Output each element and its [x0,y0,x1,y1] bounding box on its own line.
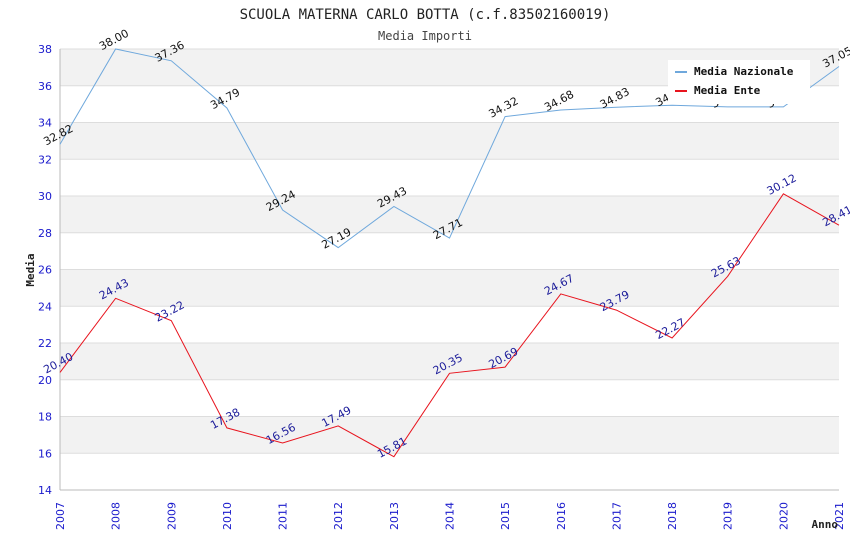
x-tick-label: 2007 [54,502,67,530]
y-axis-label: Media [24,253,37,286]
x-tick-label: 2009 [165,502,178,530]
y-tick-label: 28 [38,227,52,240]
data-label: 34.32 [487,94,521,120]
legend: Media Nazionale Media Ente [668,60,810,104]
x-tick-label: 2017 [610,502,623,530]
x-tick-labels: 2007 2008 2009 2010 2011 2012 2013 2014 2015 2016… [54,502,846,530]
x-tick-label: 2010 [221,502,234,530]
y-tick-label: 14 [38,484,52,497]
x-tick-label: 2016 [555,502,568,530]
y-tick-label: 18 [38,411,52,424]
x-tick-label: 2012 [332,502,345,530]
plot-band [60,416,839,454]
y-tick-label: 22 [38,337,52,350]
x-tick-label: 2013 [388,502,401,530]
x-tick-label: 2015 [499,502,512,530]
plot-bands [60,49,839,454]
legend-label-media-ente: Media Ente [694,84,761,97]
x-tick-label: 2008 [110,502,123,530]
x-tick-label: 2018 [666,502,679,530]
y-tick-label: 24 [38,300,52,313]
x-axis-label: Anno [812,518,839,531]
y-tick-label: 32 [38,153,52,166]
x-tick-label: 2019 [722,502,735,530]
plot-band [60,122,839,160]
plot-band [60,269,839,307]
chart-title: SCUOLA MATERNA CARLO BOTTA (c.f.83502160… [240,7,611,23]
y-tick-label: 16 [38,447,52,460]
y-tick-label: 20 [38,374,52,387]
y-tick-label: 38 [38,43,52,56]
legend-box [668,60,810,104]
x-tick-label: 2014 [444,502,457,530]
y-tick-labels: 14 16 18 20 22 24 26 28 30 32 34 36 38 [38,43,52,497]
chart-subtitle: Media Importi [378,29,472,43]
y-tick-label: 26 [38,264,52,277]
plot-band [60,196,839,233]
x-tick-label: 2020 [777,502,790,530]
y-tick-label: 30 [38,190,52,203]
data-label: 30.12 [765,172,799,198]
data-label: 34.79 [208,86,242,112]
data-label: 22.27 [653,316,687,342]
legend-label-media-nazionale: Media Nazionale [694,65,794,78]
y-tick-label: 36 [38,80,52,93]
series-lines [59,48,840,458]
series-line-1 [59,193,840,458]
x-tick-label: 2011 [277,502,290,530]
series-line-0 [59,48,840,249]
y-tick-label: 34 [38,117,52,130]
x-tick-label: 2021 [833,502,846,530]
